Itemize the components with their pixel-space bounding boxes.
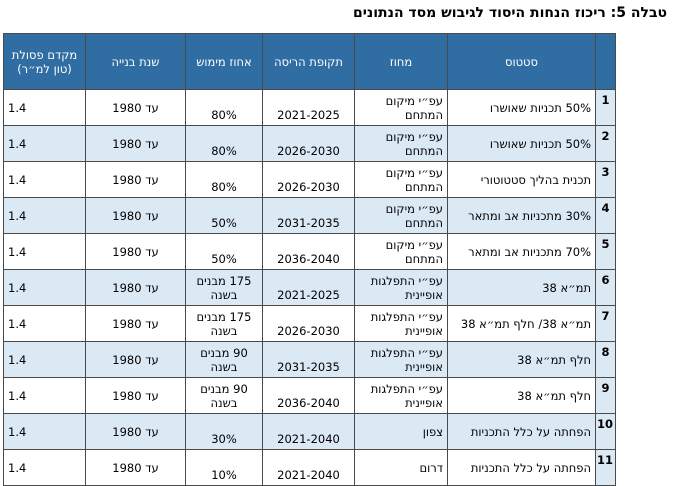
pct-cell: 90 מבנים בשנה	[185, 341, 263, 378]
period-cell: 2036-2040	[262, 233, 355, 270]
pct-cell: 30%	[185, 413, 263, 450]
ratio-cell: 1.4	[3, 377, 86, 414]
region-cell: עפ״י התפלגות אופיינית	[354, 377, 448, 414]
ratio-cell: 1.4	[3, 269, 86, 306]
status-cell: הפחתה על כלל התכניות	[447, 413, 596, 450]
region-cell: צפון	[354, 413, 448, 450]
header-number	[595, 33, 616, 90]
assumptions-table: סטטוס מחוז תקופת הריסה אחוז מימוש שנת בנ…	[3, 33, 616, 486]
header-pct: אחוז מימוש	[185, 33, 263, 90]
ratio-cell: 1.4	[3, 125, 86, 162]
year-cell: עד 1980	[85, 413, 186, 450]
year-cell: עד 1980	[85, 305, 186, 342]
period-cell: 2026-2030	[262, 305, 355, 342]
pct-cell: 80%	[185, 89, 263, 126]
row-number: 8	[595, 341, 616, 378]
status-cell: תכנית בהליך סטטוטורי	[447, 161, 596, 198]
pct-cell: 50%	[185, 197, 263, 234]
period-cell: 2021-2040	[262, 413, 355, 450]
ratio-cell: 1.4	[3, 161, 86, 198]
region-cell: עפ״י מיקום המתחם	[354, 233, 448, 270]
status-cell: תמ״א 38/ חלף תמ״א 38	[447, 305, 596, 342]
region-cell: עפ״י מיקום המתחם	[354, 197, 448, 234]
region-cell: עפ״י מיקום המתחם	[354, 161, 448, 198]
ratio-cell: 1.4	[3, 197, 86, 234]
table-row: 8 חלף תמ״א 38 עפ״י התפלגות אופיינית 2031-20…	[3, 341, 616, 378]
header-year: שנת בנייה	[85, 33, 186, 90]
status-cell: 50% תכניות שאושרו	[447, 89, 596, 126]
pct-cell: 10%	[185, 449, 263, 486]
ratio-cell: 1.4	[3, 233, 86, 270]
row-number: 4	[595, 197, 616, 234]
row-number: 3	[595, 161, 616, 198]
header-status: סטטוס	[447, 33, 596, 90]
row-number: 7	[595, 305, 616, 342]
header-period: תקופת הריסה	[262, 33, 355, 90]
region-cell: עפ״י התפלגות אופיינית	[354, 305, 448, 342]
table-row: 5 70% מתכניות אב ומתאר עפ״י מיקום המתחם 203…	[3, 233, 616, 270]
table-row: 10 הפחתה על כלל התכניות צפון 2021-2040 30% עד…	[3, 413, 616, 450]
status-cell: 70% מתכניות אב ומתאר	[447, 233, 596, 270]
region-cell: עפ״י התפלגות אופיינית	[354, 269, 448, 306]
region-cell: עפ״י התפלגות אופיינית	[354, 341, 448, 378]
year-cell: עד 1980	[85, 269, 186, 306]
region-cell: דרום	[354, 449, 448, 486]
status-cell: 50% תכניות שאושרו	[447, 125, 596, 162]
header-row: סטטוס מחוז תקופת הריסה אחוז מימוש שנת בנ…	[3, 33, 616, 90]
table-row: 7 תמ״א 38/ חלף תמ״א 38 עפ״י התפלגות אופיינ…	[3, 305, 616, 342]
header-ratio: מקדם פסולת (טון למ״ר)	[3, 33, 86, 90]
table-row: 4 30% מתכניות אב ומתאר עפ״י מיקום המתחם 203…	[3, 197, 616, 234]
ratio-cell: 1.4	[3, 413, 86, 450]
table-row: 9 חלף תמ״א 38 עפ״י התפלגות אופיינית 2036-20…	[3, 377, 616, 414]
year-cell: עד 1980	[85, 125, 186, 162]
table-row: 3 תכנית בהליך סטטוטורי עפ״י מיקום המתחם 202…	[3, 161, 616, 198]
period-cell: 2026-2030	[262, 125, 355, 162]
row-number: 5	[595, 233, 616, 270]
year-cell: עד 1980	[85, 161, 186, 198]
ratio-cell: 1.4	[3, 89, 86, 126]
table-row: 6 תמ״א 38 עפ״י התפלגות אופיינית 2021-2025 17…	[3, 269, 616, 306]
year-cell: עד 1980	[85, 233, 186, 270]
year-cell: עד 1980	[85, 197, 186, 234]
period-cell: 2021-2025	[262, 269, 355, 306]
status-cell: חלף תמ״א 38	[447, 377, 596, 414]
period-cell: 2031-2035	[262, 197, 355, 234]
period-cell: 2026-2030	[262, 161, 355, 198]
status-cell: הפחתה על כלל התכניות	[447, 449, 596, 486]
pct-cell: 50%	[185, 233, 263, 270]
period-cell: 2031-2035	[262, 341, 355, 378]
table-row: 2 50% תכניות שאושרו עפ״י מיקום המתחם 2026-2…	[3, 125, 616, 162]
ratio-cell: 1.4	[3, 449, 86, 486]
status-cell: חלף תמ״א 38	[447, 341, 596, 378]
row-number: 1	[595, 89, 616, 126]
row-number: 2	[595, 125, 616, 162]
ratio-cell: 1.4	[3, 341, 86, 378]
year-cell: עד 1980	[85, 377, 186, 414]
year-cell: עד 1980	[85, 449, 186, 486]
pct-cell: 90 מבנים בשנה	[185, 377, 263, 414]
year-cell: עד 1980	[85, 341, 186, 378]
region-cell: עפ״י מיקום המתחם	[354, 125, 448, 162]
pct-cell: 175 מבנים בשנה	[185, 269, 263, 306]
row-number: 11	[595, 449, 616, 486]
table-row: 11 הפחתה על כלל התכניות דרום 2021-2040 10% עד…	[3, 449, 616, 486]
header-region: מחוז	[354, 33, 448, 90]
region-cell: עפ״י מיקום המתחם	[354, 89, 448, 126]
status-cell: 30% מתכניות אב ומתאר	[447, 197, 596, 234]
status-cell: תמ״א 38	[447, 269, 596, 306]
period-cell: 2036-2040	[262, 377, 355, 414]
table-caption: טבלה 5: ריכוז הנחות היסוד לגיבוש מסד הנת…	[353, 5, 667, 21]
ratio-cell: 1.4	[3, 305, 86, 342]
pct-cell: 80%	[185, 125, 263, 162]
row-number: 9	[595, 377, 616, 414]
table-row: 1 50% תכניות שאושרו עפ״י מיקום המתחם 2021-2…	[3, 89, 616, 126]
period-cell: 2021-2040	[262, 449, 355, 486]
period-cell: 2021-2025	[262, 89, 355, 126]
pct-cell: 80%	[185, 161, 263, 198]
year-cell: עד 1980	[85, 89, 186, 126]
pct-cell: 175 מבנים בשנה	[185, 305, 263, 342]
row-number: 10	[595, 413, 616, 450]
row-number: 6	[595, 269, 616, 306]
